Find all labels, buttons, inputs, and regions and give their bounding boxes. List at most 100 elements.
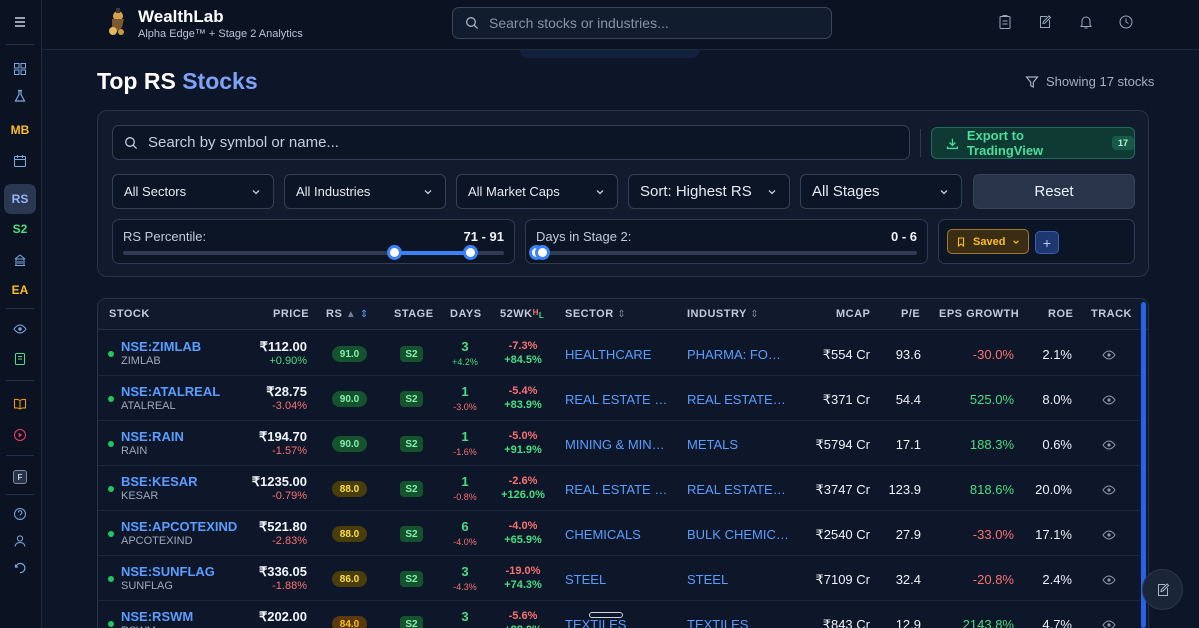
industry-select[interactable]: All Industries <box>284 174 446 209</box>
industry-link[interactable]: METALS <box>687 437 739 452</box>
refresh-icon[interactable] <box>4 554 36 582</box>
play-icon[interactable] <box>4 421 36 449</box>
track-eye-icon[interactable] <box>1102 573 1116 585</box>
stock-symbol-link[interactable]: NSE:RAIN <box>121 429 184 444</box>
col-stage[interactable]: STAGE <box>394 308 434 320</box>
rs-badge: 90.0 <box>332 436 367 452</box>
clipboard-icon[interactable] <box>997 14 1013 30</box>
saved-label: Saved <box>973 235 1006 248</box>
rail-item-rs[interactable]: RS <box>4 184 36 214</box>
notebook-icon[interactable] <box>4 345 36 373</box>
rs-percentile-label: RS Percentile: <box>123 229 207 244</box>
sort-select[interactable]: Sort: Highest RS <box>628 174 790 209</box>
52wk-from-high: -7.3% <box>508 340 538 352</box>
stock-symbol-link[interactable]: NSE:ZIMLAB <box>121 339 202 354</box>
quick-note-button[interactable] <box>1142 569 1183 610</box>
stock-symbol-link[interactable]: NSE:APCOTEXIND <box>121 519 238 534</box>
industry-link[interactable]: TEXTILES <box>687 617 749 628</box>
table-scrollbar[interactable] <box>1141 302 1146 628</box>
wealthlab-logo[interactable] <box>104 7 130 37</box>
col-mcap[interactable]: MCAP <box>836 308 871 320</box>
user-icon[interactable] <box>4 527 36 555</box>
col-roe[interactable]: ROE <box>1048 308 1074 320</box>
col-eps-growth[interactable]: EPS GROWTH <box>939 308 1020 320</box>
industry-link[interactable]: PHARMA: FORMULATIONS <box>687 347 789 362</box>
calendar-icon[interactable] <box>4 147 36 175</box>
market-cap: ₹3747 Cr <box>815 482 870 497</box>
status-dot <box>108 396 114 402</box>
track-eye-icon[interactable] <box>1102 438 1116 450</box>
sector-link[interactable]: REAL ESTATE & CONSTRUCTION <box>565 482 669 497</box>
days-in-stage2-max-handle[interactable] <box>535 245 551 260</box>
col-stock[interactable]: STOCK <box>109 308 150 320</box>
eye-icon[interactable] <box>4 315 36 343</box>
table-row[interactable]: NSE:RSWM RSWM ₹202.00 84.0 S2 3 -5.6% +8… <box>98 601 1140 628</box>
col-price[interactable]: PRICE <box>273 308 310 320</box>
menu-icon[interactable] <box>4 8 36 36</box>
building-icon[interactable] <box>4 246 36 274</box>
stage-badge: S2 <box>400 391 423 407</box>
industry-link[interactable]: REAL ESTATE DEVELOPMENT <box>687 482 789 497</box>
table-row[interactable]: NSE:ZIMLAB ZIMLAB ₹112.00 +0.90% 91.0 S2… <box>98 331 1140 376</box>
track-eye-icon[interactable] <box>1102 528 1116 540</box>
bell-icon[interactable] <box>1078 14 1094 30</box>
sort-toggle-icon[interactable]: ⇕ <box>359 309 369 320</box>
app-name: WealthLab <box>138 7 224 26</box>
col-52wk[interactable]: 52WKHL <box>500 308 544 320</box>
sector-link[interactable]: HEALTHCARE <box>565 347 652 362</box>
sector-link[interactable]: STEEL <box>565 572 607 587</box>
flask-icon[interactable] <box>4 82 36 110</box>
add-filter-button[interactable]: + <box>1035 231 1059 254</box>
sector-link[interactable]: TEXTILES <box>565 617 627 628</box>
track-eye-icon[interactable] <box>1102 393 1116 405</box>
table-row[interactable]: NSE:APCOTEXIND APCOTEXIND ₹521.80 -2.83%… <box>98 511 1140 556</box>
stock-symbol-link[interactable]: NSE:SUNFLAG <box>121 564 215 579</box>
rail-item-s2[interactable]: S2 <box>12 222 28 236</box>
stock-symbol-link[interactable]: NSE:RSWM <box>121 609 194 624</box>
book-icon[interactable] <box>4 390 36 418</box>
track-eye-icon[interactable] <box>1102 483 1116 495</box>
dashboard-icon[interactable] <box>4 55 36 83</box>
stage-select[interactable]: All Stages <box>800 174 962 209</box>
col-industry[interactable]: INDUSTRY ⇕ <box>687 308 759 320</box>
sector-select[interactable]: All Sectors <box>112 174 274 209</box>
stock-price: ₹1235.00 <box>251 474 307 489</box>
rs-percentile-max-handle[interactable] <box>462 245 478 260</box>
chevron-down-icon <box>596 189 604 194</box>
edit-note-icon[interactable] <box>1037 14 1053 30</box>
col-sector[interactable]: SECTOR ⇕ <box>565 308 626 320</box>
track-eye-icon[interactable] <box>1102 348 1116 360</box>
eps-growth: -33.0% <box>972 527 1014 542</box>
industry-link[interactable]: STEEL <box>687 572 729 587</box>
saved-dropdown[interactable]: Saved <box>947 229 1029 254</box>
rail-item-ea[interactable]: EA <box>11 283 29 297</box>
rs-percentile-min-handle[interactable] <box>386 245 402 260</box>
stock-symbol-link[interactable]: BSE:KESAR <box>121 474 198 489</box>
symbol-search-input[interactable]: Search by symbol or name... <box>112 125 910 160</box>
col-rs[interactable]: RS ▲ ⇕ <box>326 308 369 320</box>
reset-button[interactable]: Reset <box>973 174 1135 209</box>
sector-link[interactable]: CHEMICALS <box>565 527 641 542</box>
clock-icon[interactable] <box>1118 14 1134 30</box>
table-row[interactable]: BSE:KESAR KESAR ₹1235.00 -0.79% 88.0 S2 … <box>98 466 1140 511</box>
sector-link[interactable]: REAL ESTATE & CONSTRUCTION <box>565 392 669 407</box>
table-row[interactable]: NSE:ATALREAL ATALREAL ₹28.75 -3.04% 90.0… <box>98 376 1140 421</box>
export-tradingview-button[interactable]: Export to TradingView 17 <box>931 127 1135 159</box>
global-search-input[interactable]: Search stocks or industries... <box>452 7 832 39</box>
industry-link[interactable]: BULK CHEMICALS <box>687 527 789 542</box>
col-days[interactable]: DAYS <box>450 308 482 320</box>
f-badge-icon[interactable]: F <box>4 463 36 491</box>
help-icon[interactable] <box>4 500 36 528</box>
pe-ratio: 32.4 <box>895 572 921 587</box>
stock-symbol-link[interactable]: NSE:ATALREAL <box>121 384 221 399</box>
table-row[interactable]: NSE:RAIN RAIN ₹194.70 -1.57% 90.0 S2 1 -… <box>98 421 1140 466</box>
table-row[interactable]: NSE:SUNFLAG SUNFLAG ₹336.05 -1.88% 86.0 … <box>98 556 1140 601</box>
industry-link[interactable]: REAL ESTATE DEVELOPMENT <box>687 392 789 407</box>
sector-select-value: All Sectors <box>124 184 187 199</box>
market-cap-select[interactable]: All Market Caps <box>456 174 618 209</box>
track-eye-icon[interactable] <box>1102 618 1116 628</box>
col-pe[interactable]: P/E <box>901 308 921 320</box>
rail-item-mb[interactable]: MB <box>10 123 30 137</box>
col-rs-label: RS <box>326 308 343 320</box>
sector-link[interactable]: MINING & MINERALS <box>565 437 669 452</box>
